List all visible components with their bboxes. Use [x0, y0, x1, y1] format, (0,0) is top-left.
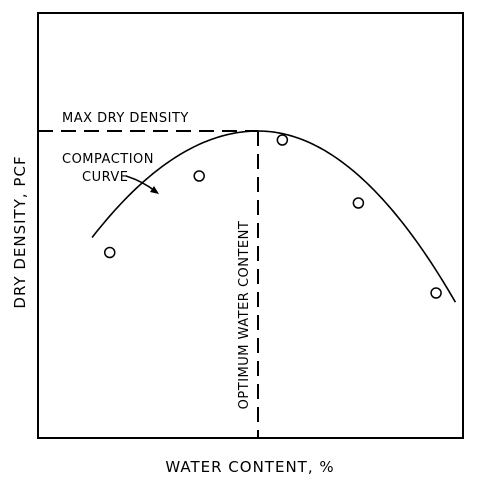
y-axis-label: DRY DENSITY, PCF [11, 155, 29, 308]
compaction-curve-arrowhead [150, 186, 159, 194]
plot-frame [37, 12, 464, 439]
compaction-curve-label-line1: COMPACTION [62, 152, 154, 167]
data-point-5 [430, 287, 442, 299]
data-point-1 [103, 246, 116, 259]
data-point-2 [193, 170, 205, 182]
points-layer [103, 134, 442, 299]
curve-layer [91, 130, 457, 303]
x-axis-label: WATER CONTENT, % [165, 458, 334, 476]
max-dry-density-label: MAX DRY DENSITY [62, 111, 189, 126]
data-point-3 [276, 134, 289, 146]
optimum-water-content-label: OPTIMUM WATER CONTENT [237, 221, 252, 410]
compaction-curve-label-line2: CURVE [82, 170, 129, 185]
compaction-curve [91, 130, 457, 303]
data-point-4 [352, 197, 365, 209]
